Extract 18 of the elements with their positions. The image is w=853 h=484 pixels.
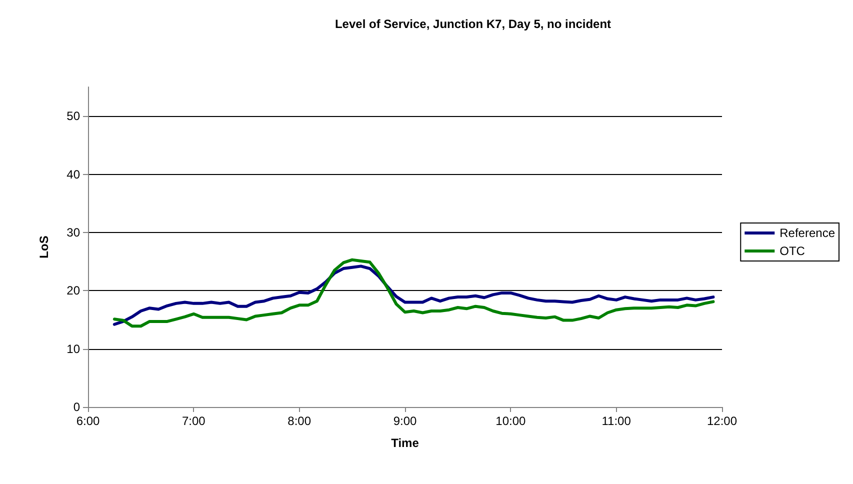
y-tick-label: 50 [66, 109, 80, 124]
x-axis-title: Time [391, 436, 420, 450]
y-tick-label: 0 [73, 400, 80, 414]
x-tick-label: 6:00 [76, 414, 100, 428]
y-axis-title: LoS [37, 236, 51, 258]
legend-label: OTC [780, 244, 806, 258]
y-tick-label: 40 [66, 167, 80, 182]
y-tick-label: 30 [66, 225, 80, 240]
x-tick-label: 12:00 [706, 414, 738, 428]
x-tick-label: 9:00 [393, 414, 417, 428]
x-tick-label: 8:00 [288, 414, 312, 428]
x-tick-label: 7:00 [182, 414, 206, 428]
x-tick-label: 10:00 [496, 414, 526, 428]
legend-label: Reference [780, 226, 836, 240]
y-tick-label: 20 [66, 284, 80, 298]
x-tick-label: 11:00 [602, 414, 632, 428]
chart-title: Level of Service, Junction K7, Day 5, no incident [334, 17, 612, 31]
y-tick-label: 10 [66, 342, 80, 356]
